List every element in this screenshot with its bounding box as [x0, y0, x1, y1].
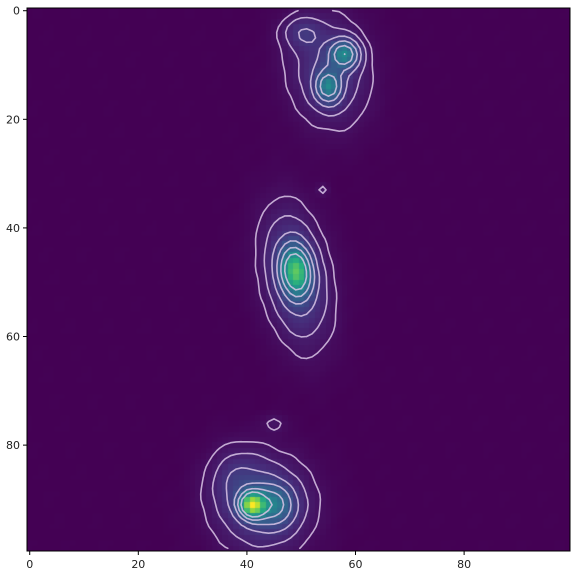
contour-lines [199, 9, 374, 550]
contour-level-4 [237, 44, 354, 521]
y-tick-label: 80 [6, 439, 20, 452]
y-tick-label: 20 [6, 113, 20, 126]
x-tick-label: 60 [349, 558, 363, 571]
y-axis: 0 20 40 60 80 [6, 5, 27, 452]
contour-level-3 [233, 40, 358, 526]
x-tick-label: 20 [131, 558, 145, 571]
x-tick-label: 40 [240, 558, 254, 571]
y-tick-label: 60 [6, 331, 20, 344]
contour-level-1 [211, 16, 367, 548]
plot-frame [26, 7, 571, 552]
y-tick-label: 40 [6, 222, 20, 235]
contour-level-2 [225, 28, 362, 534]
x-axis: 0 20 40 60 80 [26, 551, 471, 571]
contour-level-0 [199, 9, 374, 550]
x-tick-label: 80 [457, 558, 471, 571]
x-tick-label: 0 [26, 558, 33, 571]
y-tick-label: 0 [13, 5, 20, 18]
heatmap-image [27, 8, 570, 551]
contour-level-5 [240, 53, 346, 518]
